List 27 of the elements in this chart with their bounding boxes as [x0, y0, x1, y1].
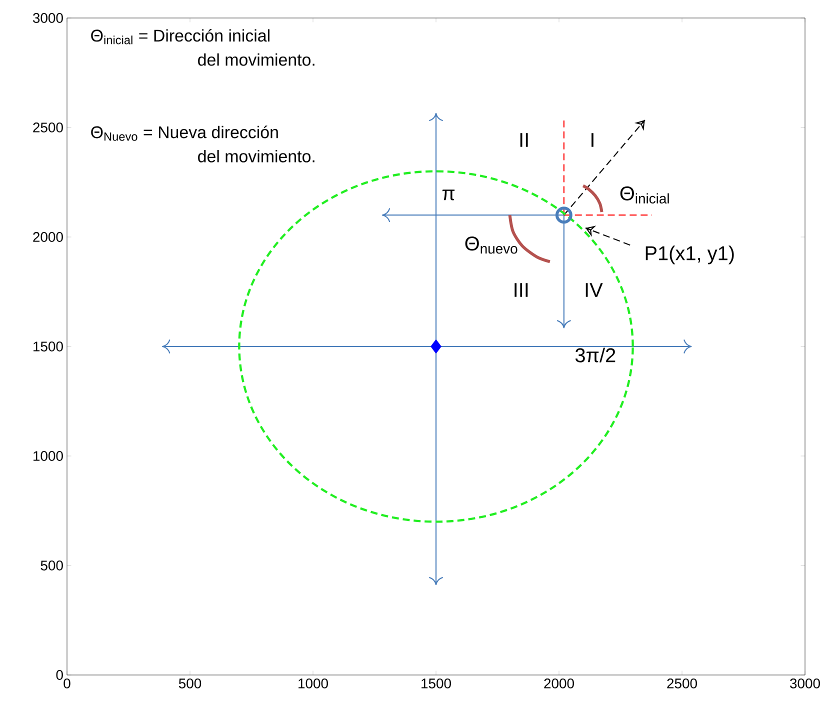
y-tick-label: 2000	[33, 232, 63, 242]
annotation: π	[442, 190, 455, 200]
annotation: II	[520, 133, 528, 147]
annotation: III	[514, 283, 528, 297]
y-tick-label: 0	[56, 670, 63, 680]
x-tick-label: 2500	[667, 678, 697, 688]
annotation: Θ$_{nuevo}$	[465, 236, 518, 254]
annotation: IV	[586, 283, 603, 297]
x-tick-label: 2000	[544, 678, 574, 688]
x-tick-label: 1000	[298, 678, 328, 688]
y-tick-label: 3000	[32, 13, 63, 23]
annotation: del movimiento.	[198, 150, 314, 162]
annotation: 3π/2	[575, 348, 616, 362]
x-tick-label: 500	[178, 678, 202, 688]
annotation: I	[592, 133, 594, 147]
annotation: del movimiento.	[198, 53, 314, 66]
annotation: Θ$_{Nuevo}$ = Nueva dirección	[91, 126, 278, 141]
y-tick-label: 500	[40, 560, 63, 570]
annotation: Θ$_{inicial}$ = Dirección inicial	[91, 29, 270, 44]
x-tick-label: 1500	[422, 678, 451, 688]
y-tick-label: 1000	[34, 451, 63, 461]
y-tick-label: 1500	[34, 342, 63, 352]
x-tick-label: 0	[64, 678, 70, 688]
annotation: Θ$_{inicial}$	[620, 186, 669, 204]
y-tick-label: 2500	[33, 122, 63, 132]
x-tick-label: 3000	[790, 678, 820, 688]
annotation: P1(x1, y1)	[646, 246, 734, 264]
